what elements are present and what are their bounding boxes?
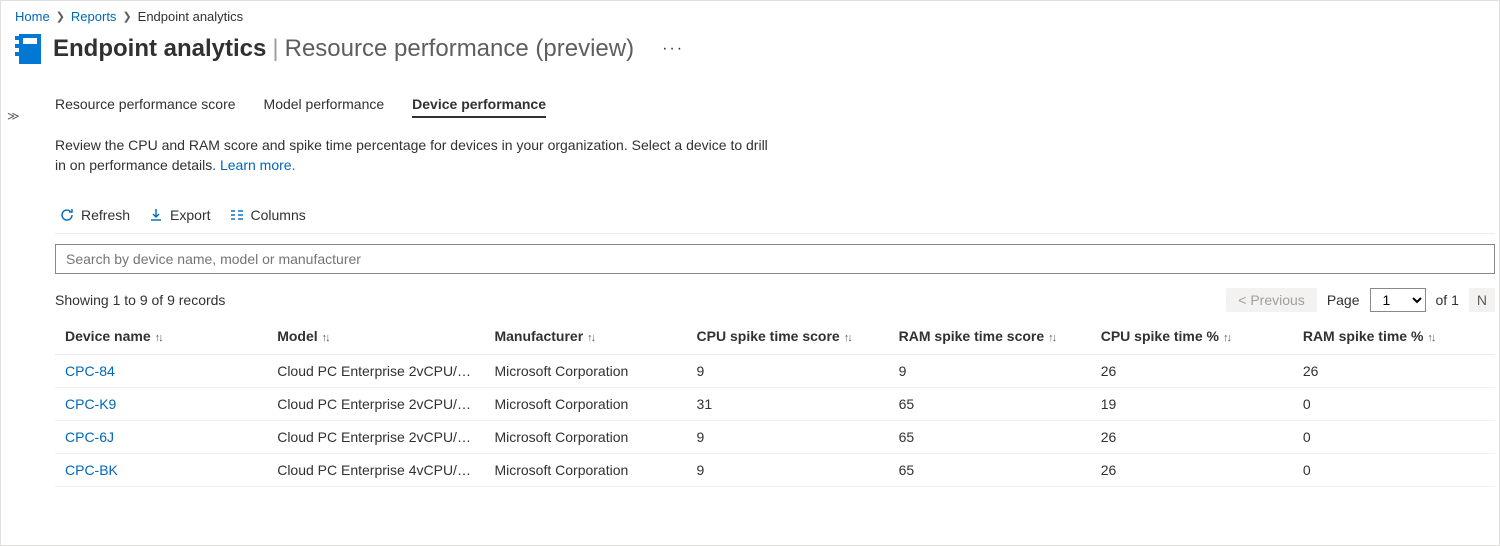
cell-cpu-score: 9	[687, 454, 889, 487]
cell-ram-pct: 0	[1293, 388, 1495, 421]
sort-icon: ↑↓	[155, 332, 162, 344]
cell-ram-pct: 26	[1293, 355, 1495, 388]
page-of-label: of 1	[1436, 292, 1459, 308]
divider	[55, 233, 1495, 234]
device-name-link[interactable]: CPC-84	[55, 355, 267, 388]
refresh-label: Refresh	[81, 207, 130, 223]
chevron-right-icon: ❯	[122, 10, 131, 23]
cell-model: Cloud PC Enterprise 2vCPU/4…	[267, 355, 484, 388]
col-label: Manufacturer	[494, 328, 583, 344]
cell-ram-score: 65	[889, 388, 1091, 421]
sort-icon: ↑↓	[844, 332, 851, 344]
cell-ram-pct: 0	[1293, 454, 1495, 487]
description-text: Review the CPU and RAM score and spike t…	[55, 137, 768, 173]
page-label: Page	[1327, 292, 1360, 308]
previous-page-button[interactable]: < Previous	[1226, 288, 1317, 312]
cell-ram-score: 65	[889, 454, 1091, 487]
columns-label: Columns	[251, 207, 306, 223]
learn-more-link[interactable]: Learn more.	[220, 157, 295, 173]
col-ram-spike-pct[interactable]: RAM spike time %↑↓	[1293, 318, 1495, 355]
sort-icon: ↑↓	[1223, 332, 1230, 344]
export-button[interactable]: Export	[148, 207, 210, 223]
table-row[interactable]: CPC-K9Cloud PC Enterprise 2vCPU/8…Micros…	[55, 388, 1495, 421]
device-name-link[interactable]: CPC-K9	[55, 388, 267, 421]
tab-device-performance[interactable]: Device performance	[412, 96, 546, 118]
page-title: Endpoint analytics | Resource performanc…	[53, 35, 634, 63]
cell-cpu-pct: 26	[1091, 454, 1293, 487]
breadcrumb-home[interactable]: Home	[15, 9, 50, 24]
endpoint-analytics-icon	[15, 32, 43, 66]
chevron-right-icon: ❯	[56, 10, 65, 23]
tab-resource-performance-score[interactable]: Resource performance score	[55, 96, 236, 118]
tab-model-performance[interactable]: Model performance	[264, 96, 385, 118]
cell-model: Cloud PC Enterprise 2vCPU/8…	[267, 388, 484, 421]
breadcrumb-current[interactable]: Endpoint analytics	[138, 9, 244, 24]
sort-icon: ↑↓	[322, 332, 329, 344]
col-device-name[interactable]: Device name ↑↓	[55, 318, 267, 355]
export-label: Export	[170, 207, 210, 223]
cell-ram-score: 65	[889, 421, 1091, 454]
cell-cpu-score: 9	[687, 421, 889, 454]
cell-cpu-score: 9	[687, 355, 889, 388]
col-label: CPU spike time score	[697, 328, 840, 344]
next-page-button[interactable]: N	[1469, 288, 1495, 312]
col-model[interactable]: Model ↑↓	[267, 318, 484, 355]
cell-cpu-pct: 26	[1091, 421, 1293, 454]
expand-nav-icon[interactable]: ≫	[7, 109, 20, 123]
refresh-icon	[59, 207, 75, 223]
table-row[interactable]: CPC-6JCloud PC Enterprise 2vCPU/8…Micros…	[55, 421, 1495, 454]
col-cpu-spike-pct[interactable]: CPU spike time % ↑↓	[1091, 318, 1293, 355]
page-select[interactable]: 1	[1370, 288, 1426, 312]
search-input[interactable]	[55, 244, 1495, 274]
device-name-link[interactable]: CPC-6J	[55, 421, 267, 454]
cell-cpu-pct: 26	[1091, 355, 1293, 388]
col-label: Model	[277, 328, 317, 344]
table-row[interactable]: CPC-BKCloud PC Enterprise 4vCPU/16…Micro…	[55, 454, 1495, 487]
cell-manufacturer: Microsoft Corporation	[484, 421, 686, 454]
cell-model: Cloud PC Enterprise 4vCPU/16…	[267, 454, 484, 487]
col-cpu-spike-score[interactable]: CPU spike time score ↑↓	[687, 318, 889, 355]
sort-icon: ↑↓	[587, 332, 594, 344]
columns-icon	[229, 207, 245, 223]
download-icon	[148, 207, 164, 223]
device-performance-table: Device name ↑↓ Model ↑↓ Manufacturer ↑↓ CPU…	[55, 318, 1495, 487]
col-ram-spike-score[interactable]: RAM spike time score↑↓	[889, 318, 1091, 355]
command-bar: Refresh Export Columns	[55, 201, 1499, 233]
table-row[interactable]: CPC-84Cloud PC Enterprise 2vCPU/4…Micros…	[55, 355, 1495, 388]
col-label: Device name	[65, 328, 151, 344]
columns-button[interactable]: Columns	[229, 207, 306, 223]
device-name-link[interactable]: CPC-BK	[55, 454, 267, 487]
cell-cpu-score: 31	[687, 388, 889, 421]
col-label: RAM spike time %	[1303, 328, 1424, 344]
records-summary: Showing 1 to 9 of 9 records	[55, 292, 225, 308]
tab-bar: Resource performance score Model perform…	[55, 96, 1499, 118]
refresh-button[interactable]: Refresh	[59, 207, 130, 223]
sort-icon: ↑↓	[1427, 332, 1434, 344]
breadcrumb: Home ❯ Reports ❯ Endpoint analytics	[1, 1, 1499, 28]
title-separator: |	[272, 35, 278, 63]
col-manufacturer[interactable]: Manufacturer ↑↓	[484, 318, 686, 355]
table-header-row: Device name ↑↓ Model ↑↓ Manufacturer ↑↓ CPU…	[55, 318, 1495, 355]
col-label: CPU spike time %	[1101, 328, 1219, 344]
cell-manufacturer: Microsoft Corporation	[484, 388, 686, 421]
page-header: Endpoint analytics | Resource performanc…	[1, 28, 1499, 74]
cell-manufacturer: Microsoft Corporation	[484, 355, 686, 388]
more-actions-icon[interactable]: ···	[662, 40, 684, 58]
cell-ram-score: 9	[889, 355, 1091, 388]
pagination: < Previous Page 1 of 1 N	[1226, 288, 1495, 312]
cell-ram-pct: 0	[1293, 421, 1495, 454]
page-title-strong: Endpoint analytics	[53, 35, 266, 63]
cell-cpu-pct: 19	[1091, 388, 1293, 421]
page-title-sub: Resource performance (preview)	[285, 35, 634, 63]
tab-description: Review the CPU and RAM score and spike t…	[55, 136, 775, 175]
breadcrumb-reports[interactable]: Reports	[71, 9, 117, 24]
cell-manufacturer: Microsoft Corporation	[484, 454, 686, 487]
sort-icon: ↑↓	[1048, 332, 1055, 344]
col-label: RAM spike time score	[899, 328, 1045, 344]
cell-model: Cloud PC Enterprise 2vCPU/8…	[267, 421, 484, 454]
